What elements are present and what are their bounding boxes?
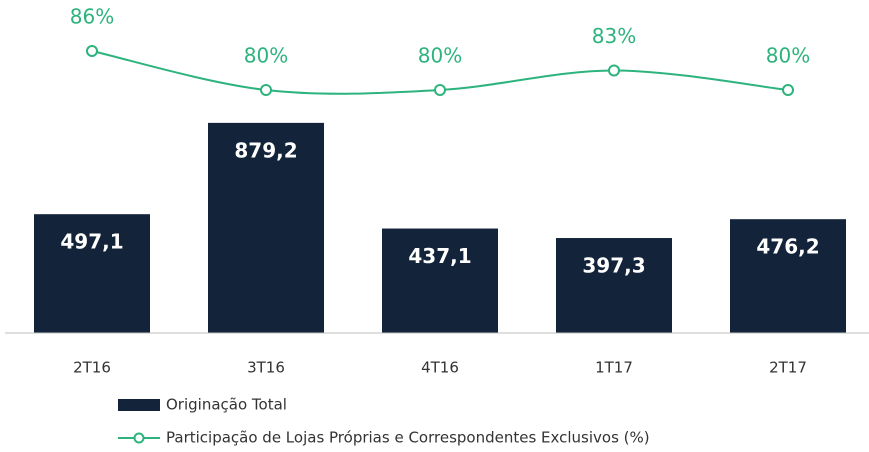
legend-label: Originação Total — [166, 396, 287, 414]
x-tick-label: 2T16 — [73, 359, 111, 377]
bar — [208, 122, 324, 333]
legend-marker — [133, 432, 145, 444]
line-value-label: 83% — [592, 24, 636, 48]
x-tick-label: 1T17 — [595, 359, 633, 377]
line-value-label: 80% — [244, 44, 288, 68]
x-tick-label: 4T16 — [421, 359, 459, 377]
bar — [34, 214, 150, 333]
bar — [556, 238, 672, 333]
legend-label: Participação de Lojas Próprias e Corresp… — [166, 429, 650, 447]
bar-value-label: 476,2 — [756, 235, 819, 259]
line-marker — [782, 84, 794, 96]
legend-swatch — [118, 399, 160, 411]
bar-value-label: 879,2 — [234, 138, 297, 162]
line-marker — [260, 84, 272, 96]
bar-value-label: 437,1 — [408, 244, 471, 268]
bar — [730, 219, 846, 333]
line-marker — [434, 84, 446, 96]
x-tick-label: 3T16 — [247, 359, 285, 377]
line-marker — [608, 64, 620, 77]
line-value-label: 86% — [70, 5, 114, 29]
line-value-label: 80% — [766, 44, 810, 68]
bar — [382, 228, 498, 333]
bar-value-label: 497,1 — [60, 230, 123, 254]
line-value-label: 80% — [418, 44, 462, 68]
line-marker — [86, 45, 98, 57]
x-tick-label: 2T17 — [769, 359, 807, 377]
bar-value-label: 397,3 — [582, 254, 645, 278]
